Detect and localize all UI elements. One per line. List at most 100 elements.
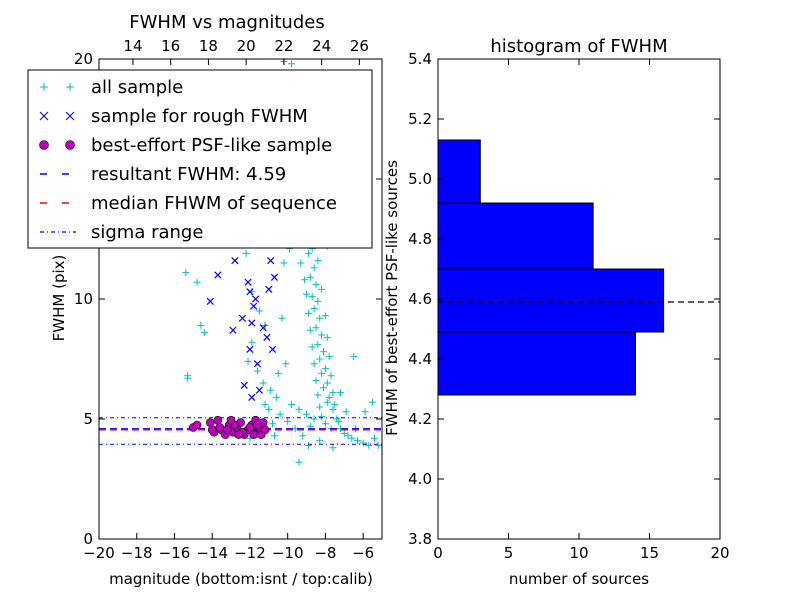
right-x-tick-label: 10 xyxy=(569,544,588,562)
all-sample-point xyxy=(304,249,312,257)
psf-sample-point xyxy=(215,423,225,432)
all-sample-point xyxy=(320,348,328,356)
all-sample-point xyxy=(321,420,329,428)
right-y-tick-label: 5.2 xyxy=(408,110,432,128)
all-sample-point xyxy=(369,398,377,406)
all-sample-point xyxy=(244,357,252,365)
all-sample-point xyxy=(318,285,326,293)
all-sample-point xyxy=(295,458,303,466)
all-sample-point xyxy=(316,403,324,411)
rough-sample-point xyxy=(238,314,247,322)
left-x-axis-label: magnitude (bottom:isnt / top:calib) xyxy=(109,570,373,588)
rough-sample-point xyxy=(248,393,256,402)
rough-sample-point xyxy=(268,345,277,354)
left-x-tick-label: −8 xyxy=(314,544,336,562)
right-x-tick-label: 5 xyxy=(504,544,514,562)
all-sample-point xyxy=(303,410,311,418)
all-sample-point xyxy=(253,367,261,375)
all-sample-point xyxy=(314,257,322,265)
rough-sample-point xyxy=(246,288,254,296)
all-sample-point xyxy=(299,432,307,440)
legend-label: best-effort PSF-like sample xyxy=(91,135,332,156)
left-top-tick-label: 16 xyxy=(161,37,180,55)
all-sample-point xyxy=(295,405,303,413)
all-sample-point xyxy=(276,410,284,418)
psf-sample-point xyxy=(222,425,232,435)
rough-sample-point xyxy=(240,381,248,390)
left-y-tick-label: 0 xyxy=(83,530,93,548)
right-panel: histogram of FWHM number of sources FWHM… xyxy=(383,36,730,588)
all-sample-point xyxy=(314,341,322,349)
all-sample-point xyxy=(335,417,343,425)
all-sample-point xyxy=(182,269,190,277)
left-y-tick-label: 10 xyxy=(74,290,93,308)
legend: all sample sample for rough FWHM best-effo… xyxy=(27,69,373,249)
all-sample-point xyxy=(336,389,344,397)
all-sample-point xyxy=(308,343,316,351)
all-sample-point xyxy=(312,377,320,385)
all-sample-point xyxy=(280,259,288,267)
legend-marker-plus xyxy=(40,83,48,91)
all-sample-point xyxy=(278,314,286,322)
left-chart-title: FWHM vs magnitudes xyxy=(129,12,324,33)
rough-sample-point xyxy=(267,256,275,265)
all-sample-point xyxy=(301,276,309,284)
right-y-axis-label: FWHM of best-effort PSF-like sources xyxy=(383,160,401,436)
left-x-tick-label: −20 xyxy=(83,544,115,562)
all-sample-point xyxy=(193,278,201,286)
legend-label: all sample xyxy=(91,77,183,98)
rough-sample-point xyxy=(246,345,254,354)
psf-sample-point xyxy=(226,415,236,425)
psf-sample-point xyxy=(234,430,243,439)
rough-sample-point xyxy=(206,297,214,306)
legend-marker-x xyxy=(39,111,49,121)
rough-sample-point xyxy=(259,324,267,332)
left-x-tick-label: −10 xyxy=(272,544,304,562)
all-sample-point xyxy=(310,264,318,272)
all-sample-point xyxy=(306,326,314,334)
all-sample-point xyxy=(282,360,290,368)
all-sample-point xyxy=(318,413,326,421)
all-sample-point xyxy=(269,420,277,428)
legend-label: sigma range xyxy=(91,222,203,243)
all-sample-point xyxy=(265,405,273,413)
all-sample-point xyxy=(310,305,318,313)
all-sample-point xyxy=(342,408,350,416)
psf-sample-point xyxy=(253,420,262,430)
all-sample-point xyxy=(348,434,356,442)
rough-sample-point xyxy=(270,273,279,282)
all-sample-point xyxy=(323,379,331,387)
all-sample-point xyxy=(353,437,361,445)
all-sample-point xyxy=(267,386,275,394)
all-sample-point xyxy=(184,374,192,382)
all-sample-point xyxy=(201,329,209,337)
all-sample-point xyxy=(350,353,358,361)
left-top-tick-label: 20 xyxy=(237,37,256,55)
left-x-tick-label: −16 xyxy=(159,544,191,562)
right-x-tick-label: 15 xyxy=(640,544,659,562)
all-sample-point xyxy=(304,441,312,449)
all-sample-point xyxy=(259,379,267,387)
psf-sample-point xyxy=(260,425,270,435)
left-x-tick-label: −12 xyxy=(234,544,266,562)
all-sample-point xyxy=(361,408,369,416)
right-x-tick-label: 0 xyxy=(433,544,443,562)
all-sample-point xyxy=(321,312,329,320)
right-axes: 0 5 10 15 20 3.8 4.0 4.2 4.4 4.6 4.8 5.0 5.2 5.4 xyxy=(408,50,729,562)
all-sample-point xyxy=(344,432,352,440)
all-sample-point xyxy=(331,401,339,409)
legend-box xyxy=(27,69,373,249)
rough-sample-point xyxy=(248,319,256,327)
all-sample-point xyxy=(248,338,256,346)
left-top-tick-label: 22 xyxy=(274,37,293,55)
right-y-tick-label: 5.0 xyxy=(408,170,432,188)
all-sample-point xyxy=(308,293,316,301)
legend-marker-plus xyxy=(66,83,74,91)
right-x-axis-label: number of sources xyxy=(509,570,649,588)
left-top-tick-label: 26 xyxy=(350,37,369,55)
legend-label: resultant FWHM: 4.59 xyxy=(91,164,286,185)
legend-label: sample for rough FWHM xyxy=(91,106,308,127)
all-sample-point xyxy=(329,405,337,413)
rough-sample-point xyxy=(250,302,258,310)
